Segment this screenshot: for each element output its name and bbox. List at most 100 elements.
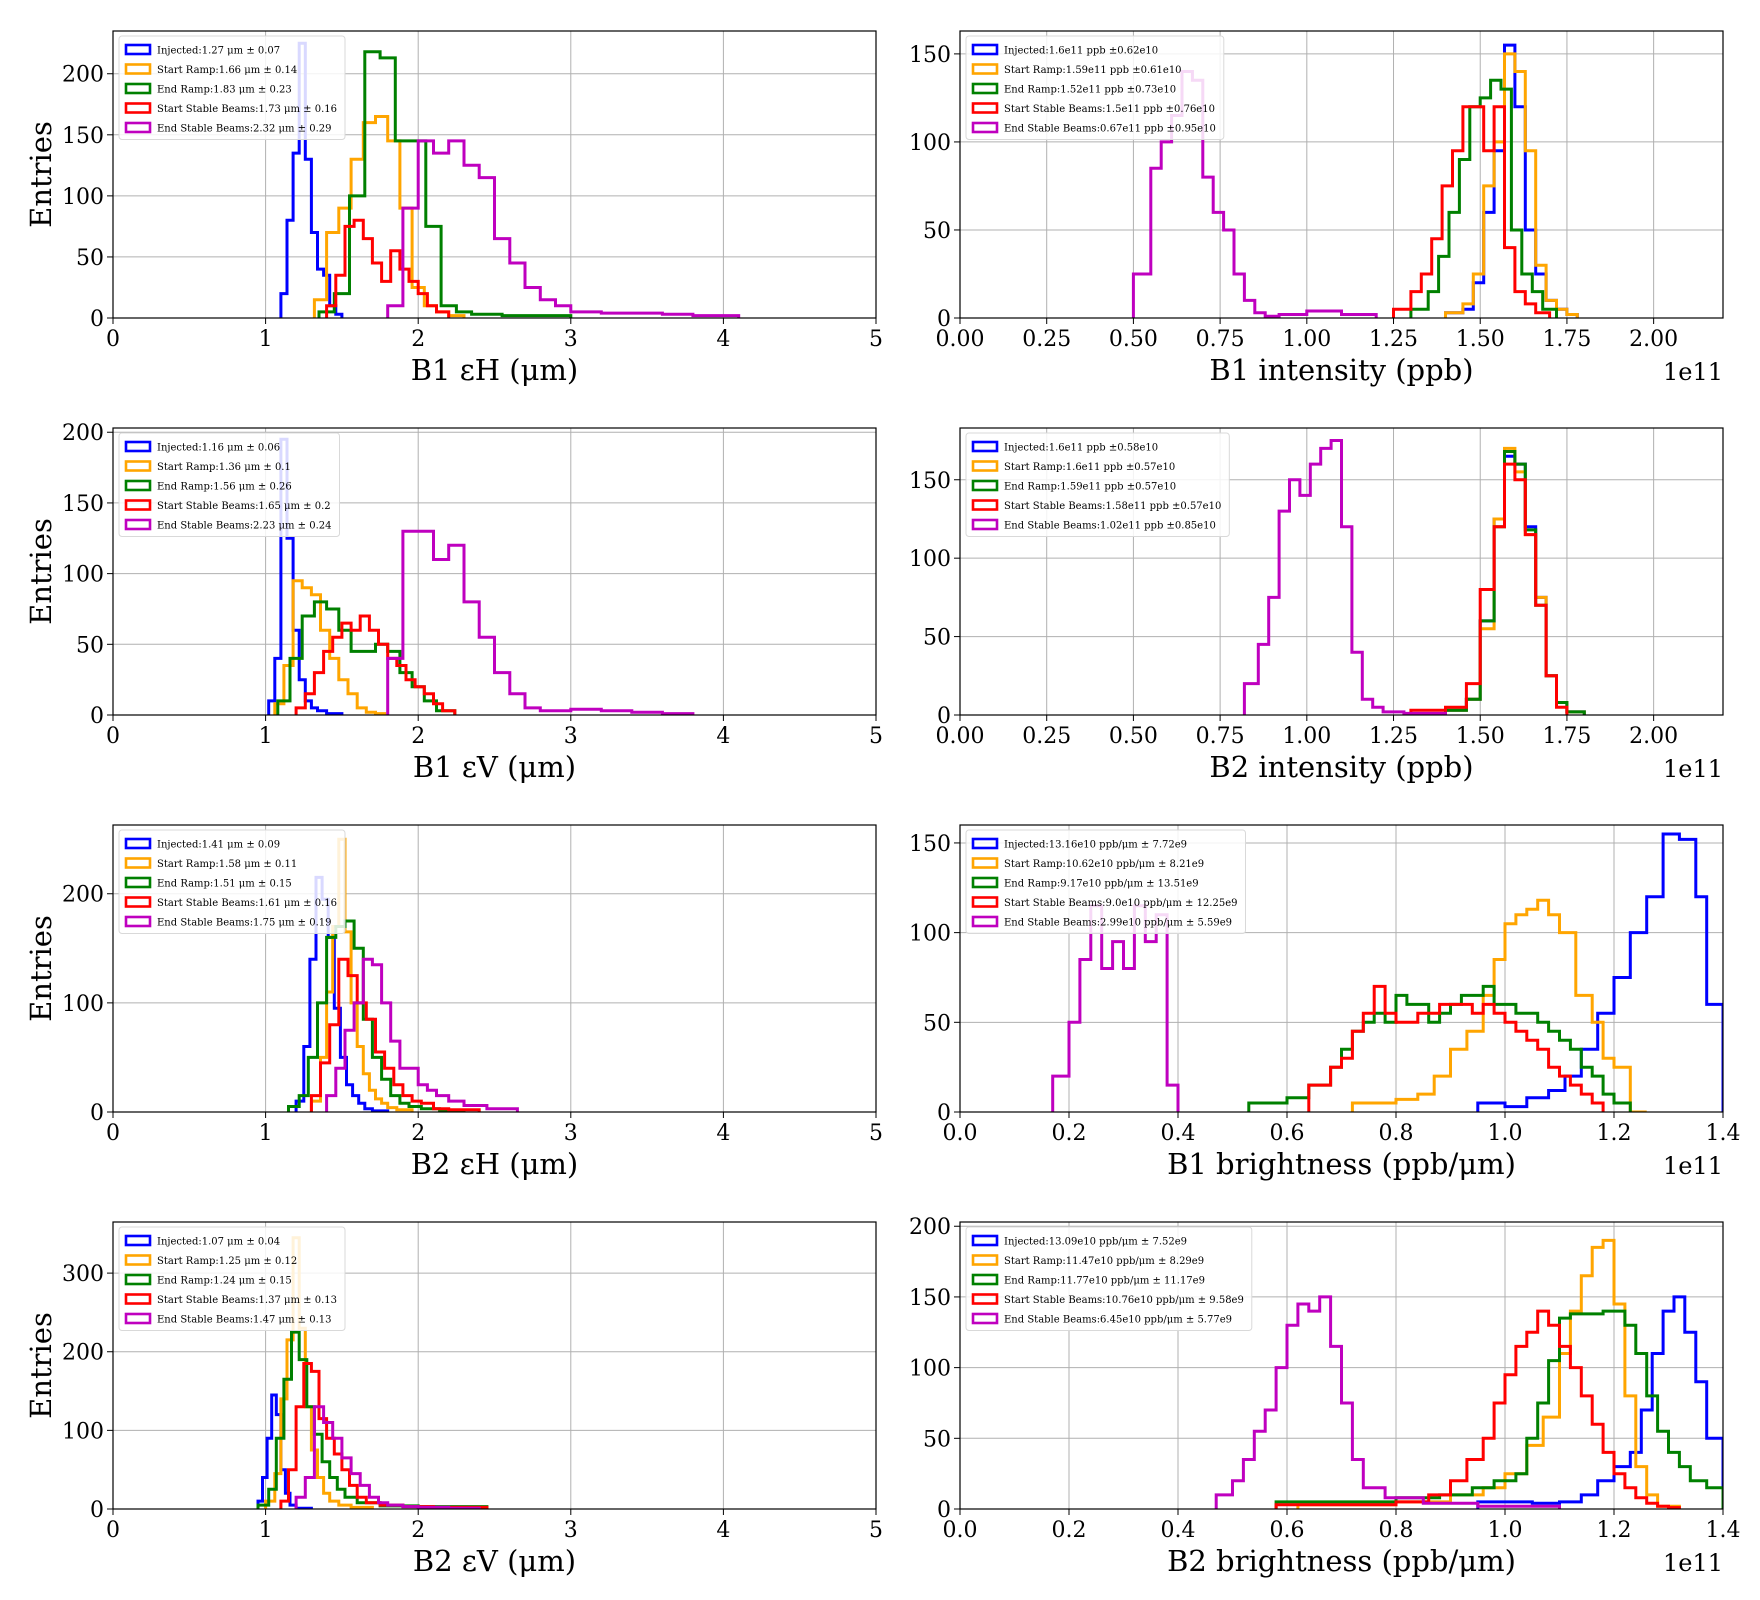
histogram-panel: 0.00 0.25 0.50 0.75 1.00 1.25 1.50 1.75 2.00 0 50 1… — [909, 30, 1724, 387]
legend-entry-label: Start Stable Beams:1.65 μm ± 0.2 — [157, 501, 331, 512]
histogram-series-line — [1131, 70, 1378, 318]
legend-swatch — [971, 1254, 999, 1266]
legend-entry-label: End Ramp:1.24 μm ± 0.15 — [157, 1276, 292, 1287]
histogram-series-line — [1409, 462, 1569, 715]
x-tick-label: 1.4 — [1706, 1518, 1741, 1543]
x-tick-label: 2 — [411, 327, 425, 352]
legend-entry-label: End Ramp:1.56 μm ± 0.26 — [157, 482, 292, 493]
x-tick-label: 0 — [106, 724, 120, 749]
y-tick-label: 200 — [62, 1341, 104, 1366]
y-tick-label: 50 — [76, 633, 104, 658]
x-axis-label: B1 intensity (ppb) — [1209, 353, 1473, 387]
x-axis-label: B1 εV (μm) — [413, 750, 576, 784]
legend-swatch — [971, 440, 999, 453]
x-tick-label: 0.2 — [1052, 1121, 1087, 1146]
x-tick-label: 5 — [869, 327, 883, 352]
legend-entry-label: End Stable Beams:1.47 μm ± 0.13 — [157, 1315, 332, 1326]
legend-swatch — [971, 518, 999, 531]
legend-swatch — [124, 1273, 152, 1286]
legend-swatch — [124, 876, 152, 889]
x-axis-label: B2 intensity (ppb) — [1209, 750, 1473, 784]
histogram-series-line — [1444, 450, 1586, 715]
legend-entry-label: Start Ramp:10.62e10 ppb/μm ± 8.21e9 — [1004, 859, 1204, 870]
x-tick-label: 1 — [259, 1121, 273, 1146]
y-tick-label: 0 — [90, 704, 104, 729]
legend-swatch — [124, 518, 152, 531]
legend-entry-label: Start Stable Beams:1.61 μm ± 0.16 — [157, 898, 337, 909]
legend-entry-label: Injected:1.6e11 ppb ±0.62e10 — [1004, 46, 1158, 57]
legend-swatch — [124, 1312, 152, 1325]
histogram-series-line — [294, 1405, 481, 1509]
histogram-panel: 0.00 0.25 0.50 0.75 1.00 1.25 1.50 1.75 2.00 0 50 1… — [909, 427, 1724, 784]
legend-box — [118, 35, 346, 140]
x-tick-label: 1.25 — [1369, 327, 1418, 352]
y-tick-label: 50 — [923, 1011, 951, 1036]
x-tick-label: 0.75 — [1196, 327, 1245, 352]
y-tick-label: 100 — [62, 185, 104, 210]
legend-entry-label: Start Ramp:1.25 μm ± 0.12 — [157, 1256, 297, 1267]
x-tick-label: 2 — [411, 1518, 425, 1543]
legend: Injected:13.16e10 ppb/μm ± 7.72e9 Start R… — [965, 829, 1246, 934]
axes-frame — [112, 824, 877, 1113]
y-tick-label: 100 — [62, 992, 104, 1017]
legend-swatch — [124, 82, 152, 95]
histogram-series-line — [1274, 1309, 1723, 1509]
x-tick-label: 0 — [106, 1121, 120, 1146]
histogram-panel: 0 1 2 3 4 5 0 100 200 300 B2 εV (μm) Entries Injecte… — [24, 1221, 883, 1578]
x-tick-label: 1.75 — [1542, 327, 1591, 352]
x-tick-label: 4 — [716, 327, 730, 352]
histogram-series-line — [1476, 1295, 1723, 1509]
x-tick-label: 0.4 — [1161, 1121, 1196, 1146]
histogram-series-line — [1476, 832, 1723, 1112]
axes-frame — [112, 1221, 877, 1510]
legend-entry-label: End Stable Beams:2.23 μm ± 0.24 — [157, 521, 332, 532]
legend-entry-label: Start Stable Beams:1.37 μm ± 0.13 — [157, 1295, 337, 1306]
legend-swatch — [971, 121, 999, 134]
x-tick-label: 0.6 — [1270, 1121, 1305, 1146]
legend-box — [965, 432, 1230, 537]
x-tick-label: 5 — [869, 724, 883, 749]
y-tick-label: 100 — [909, 547, 951, 572]
histogram-series-line — [1296, 1238, 1681, 1509]
histogram-series-line — [273, 579, 387, 715]
x-tick-label: 1 — [259, 1518, 273, 1543]
y-axis-label: Entries — [24, 1312, 58, 1419]
histogram-series-line — [1307, 984, 1605, 1112]
legend-swatch — [971, 499, 999, 511]
legend-swatch — [971, 1234, 999, 1247]
x-tick-label: 1.0 — [1488, 1121, 1523, 1146]
x-axis-offset-label: 1e11 — [1663, 1549, 1723, 1577]
histogram-series-line — [325, 957, 519, 1112]
y-tick-label: 50 — [76, 246, 104, 271]
histogram-series-line — [1274, 1309, 1681, 1509]
y-tick-label: 0 — [90, 1498, 104, 1523]
legend-swatch — [124, 460, 152, 472]
x-tick-label: 3 — [564, 1518, 578, 1543]
y-axis-label: Entries — [24, 518, 58, 625]
legend-swatch — [124, 440, 152, 453]
histogram-series-line — [1409, 78, 1558, 318]
histogram-series-line — [294, 614, 457, 715]
legend-box — [965, 35, 1225, 140]
histogram-series-group — [1051, 832, 1723, 1112]
legend-entry-label: End Ramp:11.77e10 ppb/μm ± 11.17e9 — [1004, 1276, 1205, 1287]
histogram-series-line — [1392, 105, 1552, 318]
histogram-series-group — [1214, 1238, 1723, 1509]
y-tick-label: 0 — [90, 1101, 104, 1126]
legend-entry-label: End Stable Beams:0.67e11 ppb ±0.95e10 — [1004, 124, 1216, 135]
y-tick-label: 150 — [62, 124, 104, 149]
legend-entry-label: End Stable Beams:1.02e11 ppb ±0.85e10 — [1004, 521, 1216, 532]
x-tick-label: 2 — [411, 1121, 425, 1146]
histogram-panel: 0 1 2 3 4 5 0 100 200 B2 εH (μm) Entries Injected:1… — [24, 824, 883, 1181]
legend-swatch — [124, 121, 152, 134]
x-tick-label: 2.00 — [1629, 724, 1678, 749]
legend-box — [118, 432, 340, 537]
x-tick-label: 0.6 — [1270, 1518, 1305, 1543]
x-tick-label: 1.0 — [1488, 1518, 1523, 1543]
y-tick-label: 100 — [909, 131, 951, 156]
x-axis-offset-label: 1e11 — [1663, 1152, 1723, 1180]
histogram-series-group — [1242, 439, 1586, 715]
legend-entry-label: End Stable Beams:6.45e10 ppb/μm ± 5.77e9 — [1004, 1315, 1232, 1326]
y-tick-label: 150 — [909, 469, 951, 494]
